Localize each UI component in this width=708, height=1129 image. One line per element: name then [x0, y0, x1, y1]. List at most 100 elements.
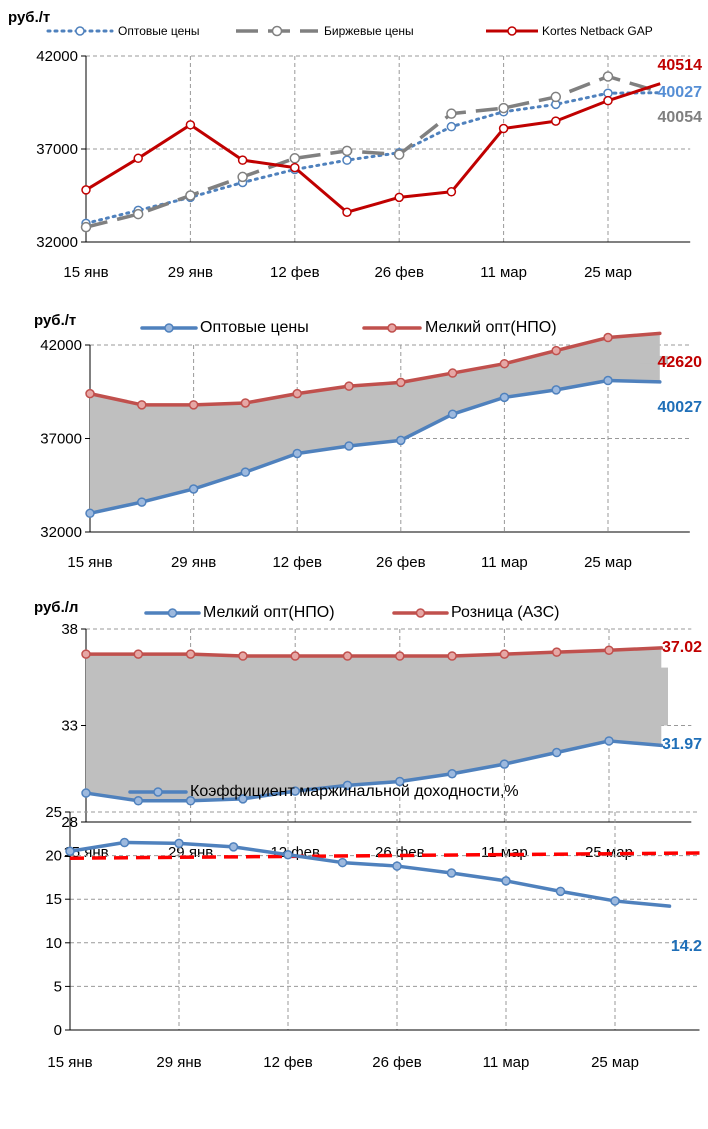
series-line-2	[85, 74, 661, 229]
data-point	[290, 162, 300, 173]
data-point	[132, 208, 144, 220]
data-point	[65, 846, 75, 856]
x-tick-label: 29 янв	[168, 264, 213, 281]
data-point	[610, 896, 620, 906]
data-point	[85, 508, 95, 519]
x-tick-label: 12 фев	[270, 264, 320, 281]
data-point	[344, 381, 354, 391]
data-point	[240, 398, 251, 408]
data-point	[237, 155, 248, 165]
data-point	[342, 155, 352, 165]
unit-label: руб./т	[34, 312, 76, 329]
data-point	[604, 645, 614, 655]
spread-area	[90, 333, 660, 514]
data-point	[604, 736, 614, 746]
data-point	[447, 368, 458, 378]
x-tick-label: 25 мар	[591, 1054, 639, 1071]
data-point	[292, 388, 302, 399]
data-point	[237, 171, 248, 183]
data-point	[447, 651, 457, 661]
data-point	[499, 392, 510, 403]
legend-swatch-marker	[387, 323, 397, 333]
data-point	[81, 185, 91, 195]
data-point	[396, 435, 406, 446]
x-tick-label: 11 мар	[481, 554, 528, 571]
data-point	[80, 221, 92, 233]
spread-marker	[640, 667, 668, 726]
data-point	[551, 116, 561, 126]
legend-swatch-marker	[75, 26, 85, 36]
data-point	[499, 358, 510, 369]
data-point	[551, 747, 562, 758]
x-tick-label: 12 фев	[272, 554, 322, 571]
legend-swatch-marker	[164, 323, 174, 333]
x-tick-label: 11 мар	[483, 1054, 530, 1071]
legend-swatch-marker	[167, 608, 178, 618]
x-tick-label: 11 мар	[481, 844, 528, 861]
series-line-1	[68, 840, 672, 908]
series-line-3	[85, 82, 661, 214]
data-point	[238, 794, 248, 804]
legend-label: Мелкий опт(НПО)	[203, 604, 335, 621]
data-point	[447, 769, 457, 779]
x-tick-label: 29 янв	[171, 554, 216, 571]
x-tick-label: 26 фев	[372, 1054, 422, 1071]
data-point	[342, 651, 353, 661]
x-tick-label: 26 фев	[374, 264, 424, 281]
data-point	[396, 377, 406, 388]
data-point	[393, 149, 405, 160]
spread-marker	[640, 355, 668, 364]
data-point	[344, 441, 354, 451]
x-tick-label: 25 мар	[584, 554, 632, 571]
y-tick-label: 0	[54, 1022, 62, 1039]
y-tick-label: 33	[61, 718, 78, 735]
chart-4: 0 5 10 15 20 25 15 янв 29 янв 12 фев 26 фев 11 мар…	[45, 783, 702, 1071]
end-value-label: 42620	[658, 354, 703, 371]
legend-label: Розница (АЗС)	[451, 604, 560, 621]
y-tick-label: 37000	[36, 141, 78, 158]
legend-swatch-marker	[507, 26, 517, 36]
end-value-label: 40514	[658, 57, 703, 74]
data-point	[394, 192, 404, 203]
x-tick-label: 25 мар	[584, 264, 632, 281]
data-point	[228, 842, 239, 852]
data-point	[395, 776, 405, 787]
data-point	[238, 651, 248, 661]
data-point	[290, 786, 300, 796]
data-point	[240, 467, 251, 477]
x-tick-label: 26 фев	[376, 554, 426, 571]
data-point	[602, 71, 614, 82]
legend-label: Мелкий опт(НПО)	[425, 319, 557, 336]
y-tick-label: 15	[45, 891, 62, 908]
data-point	[447, 409, 458, 419]
unit-label: руб./т	[8, 9, 50, 26]
data-point	[119, 837, 130, 848]
y-tick-label: 42000	[40, 337, 82, 354]
data-point	[185, 120, 196, 130]
legend-label: Коэффициент маржинальной доходности,%	[190, 783, 519, 800]
series-line-2	[88, 331, 662, 407]
data-point	[341, 145, 353, 157]
data-point	[603, 95, 613, 106]
data-point	[555, 886, 566, 897]
chart-1: 32000 37000 42000 15 янв 29 янв 12 фев 26 фев 1…	[8, 9, 702, 281]
data-point	[603, 375, 613, 386]
data-point	[501, 876, 511, 886]
data-point	[498, 123, 509, 134]
x-tick-label: 15 янв	[47, 1054, 92, 1071]
data-point	[446, 868, 457, 878]
data-point	[185, 190, 196, 201]
data-point	[499, 649, 510, 659]
data-point	[185, 649, 196, 659]
data-point	[342, 780, 353, 791]
x-tick-label: 12 фев	[263, 1054, 313, 1071]
series-line-1	[88, 378, 662, 516]
data-point	[85, 388, 95, 399]
legend-swatch-marker	[153, 787, 163, 797]
unit-label: руб./л	[34, 599, 78, 616]
data-point	[133, 796, 144, 806]
data-point	[133, 153, 143, 164]
y-tick-label: 25	[45, 804, 62, 821]
